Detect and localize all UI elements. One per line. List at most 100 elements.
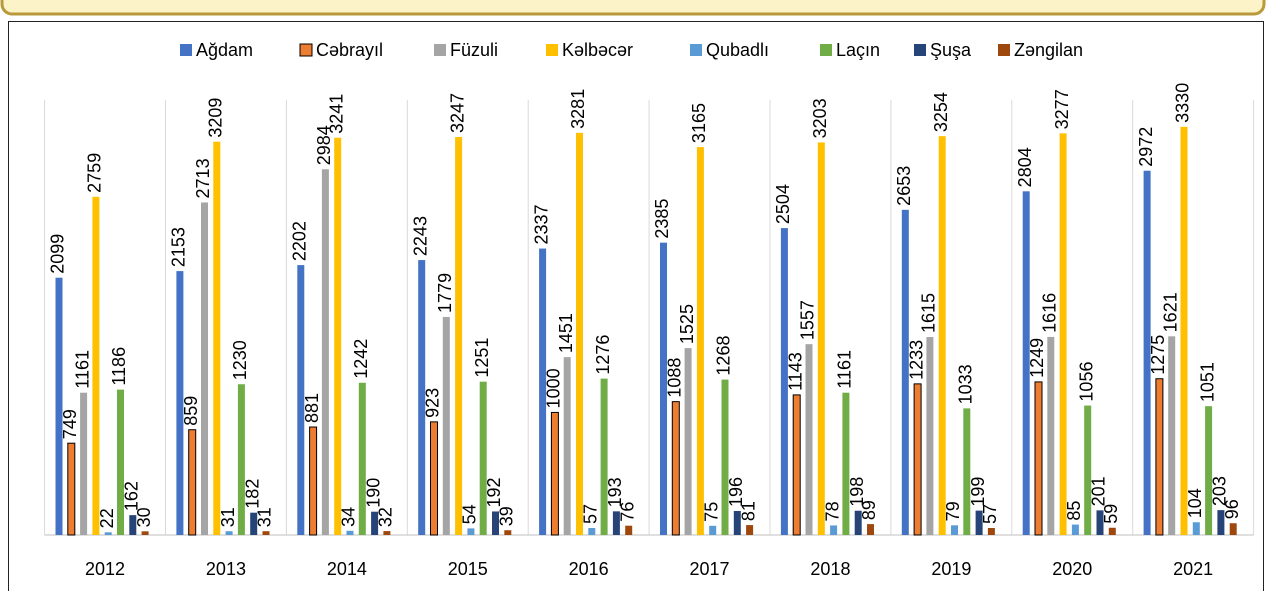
data-label: 2504 [773,184,793,224]
data-label: 85 [1064,501,1084,521]
x-tick-label: 2013 [206,559,246,579]
data-label: 22 [97,508,117,528]
bar [696,147,704,535]
data-label: 1268 [714,336,734,376]
data-label: 1000 [544,368,564,408]
bar [418,260,426,535]
data-label: 104 [1185,488,1205,518]
bar [1108,527,1116,535]
bar [926,337,934,535]
data-label: 1161 [835,350,855,389]
bar [467,528,475,535]
bar [805,344,813,535]
data-label: 3209 [206,98,226,138]
bar [117,389,124,535]
bar [1034,381,1043,536]
bar [842,392,850,535]
bar [746,525,754,535]
bar [321,169,329,535]
bar [975,510,983,535]
legend-swatch [180,44,192,56]
legend-label: Füzuli [450,40,498,60]
data-label: 1779 [435,273,455,313]
bar [1084,405,1092,535]
bar [1155,378,1164,536]
bar [383,531,391,535]
data-label: 54 [460,504,480,524]
data-label: 57 [581,504,601,524]
bar [780,228,788,535]
bar [576,132,583,535]
bar [67,442,76,536]
data-label: 3247 [447,93,467,133]
legend-label: Ağdam [196,40,253,60]
data-label: 39 [497,506,517,526]
data-label: 3241 [326,94,346,134]
bar [1071,524,1079,535]
x-tick-label: 2017 [690,559,730,579]
data-label: 1161 [72,350,92,389]
legend-label: Cəbrayıl [316,40,383,60]
data-label: 57 [980,504,1000,524]
bar [371,511,379,535]
bar [963,408,971,535]
bar [430,421,438,536]
data-label: 190 [363,478,383,508]
data-label: 32 [376,507,396,527]
bar [612,511,620,535]
legend-label: Şuşa [930,40,972,60]
bar [297,265,305,535]
data-label: 79 [943,501,963,521]
bar [358,382,366,535]
x-tick-label: 2014 [327,559,367,579]
data-label: 162 [122,481,142,511]
bar [479,381,487,535]
data-label: 31 [218,507,238,527]
bar [721,379,729,535]
data-label: 1233 [906,340,926,380]
data-label: 2385 [652,199,672,239]
data-label: 76 [617,502,637,522]
bar [104,532,112,535]
x-tick-label: 2015 [448,559,488,579]
data-label: 193 [605,477,625,507]
legend-swatch [914,44,926,56]
bar [334,137,342,535]
bar [188,429,197,536]
data-label: 2984 [314,125,334,165]
data-label: 196 [726,477,746,507]
bar [671,401,680,536]
bar [1059,133,1067,535]
data-label: 2713 [193,158,213,198]
bar [250,512,258,535]
legend-swatch [299,43,313,57]
bar [733,510,741,535]
bar [442,316,450,535]
bar [792,394,801,536]
data-label: 96 [1222,499,1242,519]
data-label: 1615 [919,293,939,333]
data-label: 3330 [1173,83,1193,123]
x-tick-label: 2021 [1173,559,1213,579]
data-label: 2759 [85,153,105,193]
legend-swatch [820,44,832,56]
bar [1168,336,1176,535]
legend-label: Qubadlı [706,40,769,60]
bar [141,531,149,535]
data-label: 3165 [689,103,709,143]
bar [1229,523,1237,535]
bar [830,525,838,535]
bar [492,511,499,535]
legend-label: Zəngilan [1014,40,1083,60]
legend-swatch [998,44,1010,56]
data-label: 75 [701,502,721,522]
bar [1192,522,1200,535]
bar [660,242,667,535]
bar [455,137,463,536]
x-tick-label: 2016 [569,559,609,579]
bar [1047,336,1055,535]
data-label: 2099 [48,234,68,274]
bar [867,524,874,535]
bar [80,392,88,535]
